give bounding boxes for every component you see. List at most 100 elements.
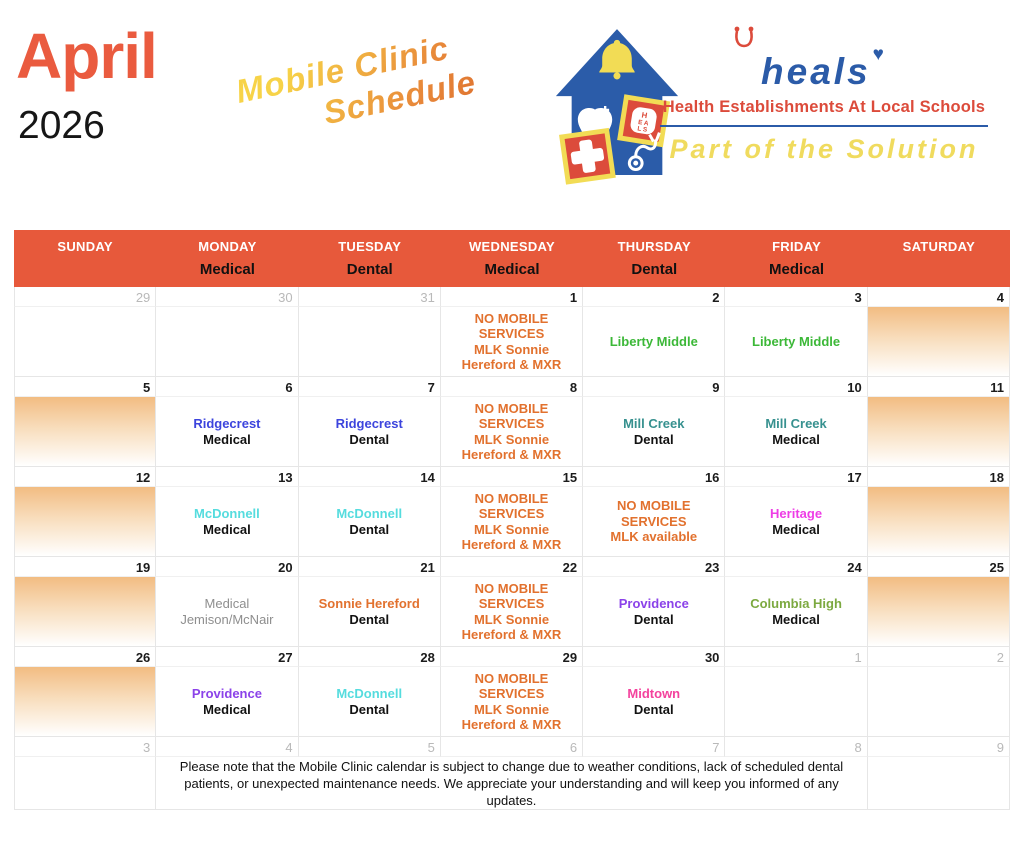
week-4-date-row: 19 20 21 22 23 24 25 <box>14 557 1010 577</box>
date-cell-5: 5 <box>14 377 157 397</box>
empty-cell <box>867 667 1010 737</box>
event-line: Medical <box>204 596 250 611</box>
event-cell-day-23: Providence Dental <box>583 577 726 647</box>
date-cell-18: 18 <box>867 467 1010 487</box>
week-4-content-row: Medical Jemison/McNair Sonnie Hereford Dent… <box>14 577 1010 647</box>
event-line: MLK Sonnie <box>473 701 550 717</box>
event-line: Providence <box>618 596 689 611</box>
event-line: Providence <box>191 686 262 701</box>
event-cell-day-22: NO MOBILE SERVICES MLK Sonnie Hereford & MX… <box>440 577 584 647</box>
day-specialty: Medical <box>484 261 540 278</box>
empty-cell <box>298 307 441 377</box>
event-line: SERVICES <box>478 416 545 431</box>
event-line: Dental <box>349 521 390 537</box>
calendar: SUNDAY MONDAY Medical TUESDAY Dental WED… <box>14 230 1010 810</box>
calendar-note-cell: Please note that the Mobile Clinic calen… <box>156 757 868 810</box>
mobile-clinic-schedule-title: Mobile Clinic Schedule <box>233 24 484 150</box>
event-line: Hereford & MXR <box>461 447 562 462</box>
event-cell-day-2: Liberty Middle <box>583 307 726 377</box>
event-line: Liberty Middle <box>752 333 841 349</box>
event-line: Hereford & MXR <box>461 357 562 372</box>
event-cell-day-10: Mill Creek Medical <box>725 397 868 467</box>
date-cell-29: 29 <box>440 647 584 667</box>
event-line: Mill Creek <box>765 416 827 431</box>
date-cell-8: 8 <box>725 737 868 757</box>
event-line: NO MOBILE <box>616 498 691 514</box>
event-cell-day-8: NO MOBILE SERVICES MLK Sonnie Hereford & MX… <box>440 397 584 467</box>
event-cell-day-3: Liberty Middle <box>725 307 868 377</box>
day-header-wednesday: WEDNESDAY Medical <box>441 230 583 287</box>
event-line: Dental <box>349 611 390 627</box>
event-line: Hereford & MXR <box>461 717 562 732</box>
weekend-shaded-cell <box>14 577 157 647</box>
week-3-date-row: 12 13 14 15 16 17 18 <box>14 467 1010 487</box>
event-cell-day-21: Sonnie Hereford Dental <box>298 577 441 647</box>
day-specialty: Medical <box>199 261 255 278</box>
date-cell-17: 17 <box>725 467 868 487</box>
date-cell-13: 13 <box>156 467 299 487</box>
weekend-shaded-cell <box>14 487 157 557</box>
event-line: SERVICES <box>478 326 545 341</box>
event-line: Liberty Middle <box>609 333 698 349</box>
event-line: SERVICES <box>478 506 545 521</box>
calendar-header-row: SUNDAY MONDAY Medical TUESDAY Dental WED… <box>14 230 1010 287</box>
heals-brand-text: heals <box>761 51 871 92</box>
date-cell-26: 26 <box>14 647 157 667</box>
house-icon: H E A L S <box>555 29 679 185</box>
event-line: McDonnell <box>194 506 260 521</box>
date-cell-6: 6 <box>156 377 299 397</box>
day-name: FRIDAY <box>772 239 822 254</box>
date-cell-9: 9 <box>867 737 1010 757</box>
event-line: SERVICES <box>478 686 545 701</box>
date-cell-25: 25 <box>867 557 1010 577</box>
event-cell-day-17: Heritage Medical <box>725 487 868 557</box>
day-specialty: Dental <box>346 261 393 278</box>
date-cell-6: 6 <box>440 737 584 757</box>
event-cell-day-13: McDonnell Medical <box>156 487 299 557</box>
day-header-saturday: SATURDAY <box>868 230 1010 287</box>
day-name: THURSDAY <box>617 239 691 254</box>
weekend-shaded-cell <box>867 577 1010 647</box>
stethoscope-earpiece-icon <box>732 22 756 59</box>
heals-house-logo: H E A L S <box>548 24 686 185</box>
svg-text:H: H <box>641 110 648 120</box>
event-cell-day-24: Columbia High Medical <box>725 577 868 647</box>
date-cell-4: 4 <box>156 737 299 757</box>
event-line: McDonnell <box>336 506 403 521</box>
date-cell-22: 22 <box>440 557 584 577</box>
date-cell-20: 20 <box>156 557 299 577</box>
event-line: MLK Sonnie <box>473 341 550 357</box>
day-name: SUNDAY <box>57 239 113 254</box>
date-cell-30: 30 <box>156 287 299 307</box>
event-line: Dental <box>633 431 674 447</box>
event-cell-day-29: NO MOBILE SERVICES MLK Sonnie Hereford & MX… <box>440 667 584 737</box>
day-header-monday: MONDAY Medical <box>156 230 298 287</box>
event-line: NO MOBILE <box>474 310 549 326</box>
week-1-content-row: NO MOBILE SERVICES MLK Sonnie Hereford & MX… <box>14 307 1010 377</box>
day-header-thursday: THURSDAY Dental <box>583 230 725 287</box>
stethoscope-head-dot <box>633 160 639 166</box>
date-cell-12: 12 <box>14 467 157 487</box>
event-line: NO MOBILE <box>474 400 549 416</box>
event-cell-day-7: Ridgecrest Dental <box>298 397 441 467</box>
weekend-shaded-cell <box>867 307 1010 377</box>
date-cell-9: 9 <box>583 377 726 397</box>
date-cell-2: 2 <box>867 647 1010 667</box>
weekend-shaded-cell <box>14 667 157 737</box>
week-2-date-row: 5 6 7 8 9 10 11 <box>14 377 1010 397</box>
event-line: Dental <box>349 701 390 717</box>
event-line: NO MOBILE <box>474 580 549 596</box>
weekend-shaded-cell <box>14 397 157 467</box>
week-2-content-row: Ridgecrest Medical Ridgecrest Dental NO MOBI… <box>14 397 1010 467</box>
day-header-friday: FRIDAY Medical <box>725 230 867 287</box>
event-line: Sonnie Hereford <box>318 596 420 611</box>
event-line: NO MOBILE <box>474 670 549 686</box>
heals-tile-icon: H E A L S <box>617 94 671 148</box>
event-cell-day-9: Mill Creek Dental <box>583 397 726 467</box>
date-cell-16: 16 <box>583 467 726 487</box>
date-cell-31: 31 <box>298 287 441 307</box>
empty-cell <box>725 667 868 737</box>
logo-divider <box>660 125 988 127</box>
empty-cell <box>14 307 157 377</box>
date-cell-8: 8 <box>440 377 584 397</box>
